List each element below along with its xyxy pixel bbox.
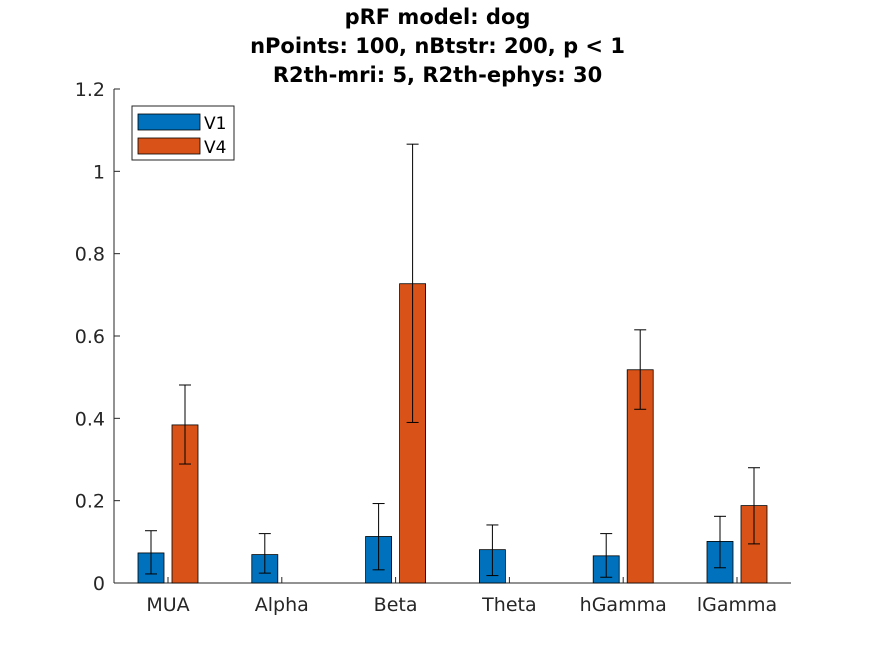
legend-label-V1: V1 xyxy=(204,114,226,134)
y-tick-label: 0.8 xyxy=(75,244,105,266)
y-tick-label: 0 xyxy=(93,573,105,595)
y-tick-label: 0.6 xyxy=(75,326,105,348)
y-tick-label: 1.2 xyxy=(75,79,105,101)
y-tick-label: 0.4 xyxy=(75,408,105,430)
legend-label-V4: V4 xyxy=(204,138,226,158)
x-tick-label: hGamma xyxy=(580,594,667,616)
x-tick-label: Beta xyxy=(374,594,418,616)
title-line-3: R2th-mri: 5, R2th-ephys: 30 xyxy=(272,63,603,87)
legend-swatch-V4 xyxy=(137,137,201,155)
error-bars xyxy=(145,143,760,578)
axes: 0 0.2 0.4 0.6 0.8 1 1.2 MUA Alpha Beta Theta hGamma… xyxy=(75,79,791,616)
x-tick-label: lGamma xyxy=(697,594,777,616)
x-tick-label: Theta xyxy=(481,594,536,616)
y-tick-label: 0.2 xyxy=(75,491,105,513)
y-tick-label: 1 xyxy=(93,161,105,183)
x-tick-label: MUA xyxy=(146,594,189,616)
x-tick-label: Alpha xyxy=(255,594,309,616)
bars xyxy=(137,283,768,584)
title-line-2: nPoints: 100, nBtstr: 200, p < 1 xyxy=(250,34,625,58)
title-line-1: pRF model: dog xyxy=(344,5,531,29)
legend-swatch-V1 xyxy=(137,113,201,131)
